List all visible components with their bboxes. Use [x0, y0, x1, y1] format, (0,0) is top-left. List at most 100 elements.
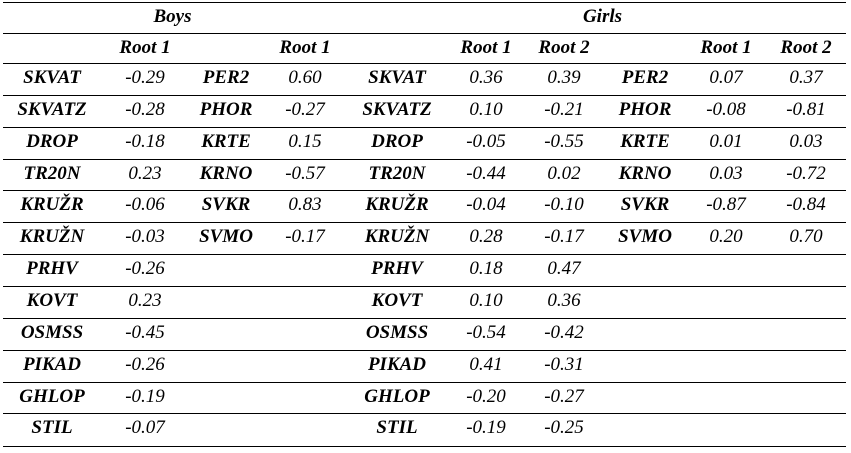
girls-a-root2-value-cell: -0.27 [544, 385, 584, 407]
boys-root1-b-value-cell: -0.57 [285, 162, 325, 184]
girls-b-root1-value-cell: 0.03 [709, 162, 743, 184]
boys-variable-b-cell [188, 285, 264, 317]
boys-root1-b-value-cell: 0.15 [288, 130, 322, 152]
girls-b-root1-value-cell: -0.08 [706, 98, 746, 120]
girls-variable-cell: OSMSS [365, 321, 429, 343]
girls-variable-cell: STIL [376, 417, 418, 439]
col-header-boys-root1-a: Root 1 [119, 37, 171, 58]
girls-a-root1-value-cell: 0.10 [469, 98, 503, 120]
girls-a-root1-value-cell: 0.18 [469, 258, 503, 280]
girls-b-root1-value-cell [690, 412, 762, 444]
boys-variable-b-cell: SVKR [201, 194, 251, 216]
boys-variable-cell: PRHV [26, 258, 78, 280]
girls-b-root1-value-cell: 0.20 [709, 226, 743, 248]
boys-variable-b-cell [188, 412, 264, 444]
girls-a-root2-value-cell: -0.55 [544, 130, 584, 152]
girls-a-root1-value-cell: -0.20 [466, 385, 506, 407]
girls-a-root2-value-cell: -0.31 [544, 353, 584, 375]
row-divider [3, 318, 846, 319]
girls-a-root2-value-cell: -0.10 [544, 194, 584, 216]
boys-variable-cell: SKVATZ [17, 98, 87, 120]
girls-variable-b-cell [605, 285, 685, 317]
girls-variable-cell: KOVT [371, 289, 423, 311]
girls-a-root1-value-cell: -0.04 [466, 194, 506, 216]
row-divider [3, 159, 846, 160]
girls-b-root2-value-cell [770, 253, 842, 285]
rule-column-header [3, 63, 846, 64]
group-header-girls: Girls [582, 6, 623, 27]
boys-root1-b-value-cell: 0.60 [288, 67, 322, 88]
girls-b-root1-value-cell: 0.07 [709, 67, 743, 88]
rule-top [3, 2, 846, 3]
girls-b-root2-value-cell [770, 349, 842, 381]
boys-variable-b-cell: KRNO [199, 162, 253, 184]
boys-variable-b-cell: PHOR [199, 98, 253, 120]
girls-a-root1-value-cell: 0.28 [469, 226, 503, 248]
girls-variable-cell: KRUŽR [365, 194, 429, 216]
boys-variable-cell: KRUŽR [20, 194, 84, 216]
girls-b-root1-value-cell [690, 317, 762, 349]
col-header-girls-b-root2: Root 2 [780, 37, 832, 58]
girls-a-root2-value-cell: 0.02 [547, 162, 581, 184]
boys-root1-a-value-cell: 0.23 [128, 162, 162, 184]
col-header-girls-b-root1: Root 1 [700, 37, 752, 58]
boys-root1-a-value-cell: -0.26 [125, 258, 165, 280]
boys-root1-a-value-cell: -0.29 [125, 67, 165, 88]
girls-b-root2-value-cell [770, 317, 842, 349]
boys-root1-a-value-cell: -0.07 [125, 417, 165, 439]
boys-root1-b-value-cell: 0.83 [288, 194, 322, 216]
row-divider [3, 190, 846, 191]
rule-group-header [3, 33, 846, 34]
girls-b-root2-value-cell [770, 412, 842, 444]
boys-root1-b-value-cell: -0.27 [285, 98, 325, 120]
col-header-girls-a-root2: Root 2 [538, 37, 590, 58]
girls-variable-b-cell [605, 317, 685, 349]
girls-variable-b-cell: KRTE [620, 130, 670, 152]
boys-variable-cell: KRUŽN [19, 226, 85, 248]
girls-a-root1-value-cell: -0.44 [466, 162, 506, 184]
boys-root1-a-value-cell: -0.03 [125, 226, 165, 248]
girls-variable-b-cell: KRNO [618, 162, 672, 184]
girls-b-root2-value-cell [770, 381, 842, 413]
girls-b-root1-value-cell: -0.87 [706, 194, 746, 216]
boys-root1-a-value-cell: -0.19 [125, 385, 165, 407]
girls-a-root2-value-cell: -0.21 [544, 98, 584, 120]
girls-a-root1-value-cell: 0.10 [469, 289, 503, 311]
girls-a-root1-value-cell: 0.36 [469, 67, 503, 88]
girls-variable-cell: SKVATZ [362, 98, 432, 120]
boys-root1-a-value-cell: -0.45 [125, 321, 165, 343]
girls-variable-cell: PIKAD [367, 353, 427, 375]
girls-a-root1-value-cell: -0.05 [466, 130, 506, 152]
girls-variable-cell: PRHV [371, 258, 423, 280]
girls-variable-b-cell [605, 412, 685, 444]
girls-a-root1-value-cell: 0.41 [469, 353, 503, 375]
girls-b-root2-value-cell: -0.81 [786, 98, 826, 120]
girls-a-root2-value-cell: -0.25 [544, 417, 584, 439]
girls-variable-b-cell: PHOR [618, 98, 672, 120]
boys-variable-cell: SKVAT [23, 67, 81, 88]
boys-variable-cell: STIL [31, 417, 73, 439]
girls-variable-cell: KRUŽN [364, 226, 430, 248]
girls-a-root2-value-cell: -0.42 [544, 321, 584, 343]
girls-b-root2-value-cell: -0.72 [786, 162, 826, 184]
girls-variable-cell: TR20N [368, 162, 426, 184]
girls-a-root2-value-cell: 0.39 [547, 67, 581, 88]
boys-root1-b-value-cell [270, 381, 340, 413]
col-header-girls-a-root1: Root 1 [460, 37, 512, 58]
girls-a-root1-value-cell: -0.19 [466, 417, 506, 439]
row-divider [3, 254, 846, 255]
boys-root1-b-value-cell [270, 253, 340, 285]
girls-a-root2-value-cell: 0.47 [547, 258, 581, 280]
boys-variable-b-cell: KRTE [201, 130, 251, 152]
boys-root1-b-value-cell [270, 285, 340, 317]
boys-variable-cell: OSMSS [20, 321, 84, 343]
row-divider [3, 222, 846, 223]
girls-a-root2-value-cell: -0.17 [544, 226, 584, 248]
girls-variable-b-cell [605, 349, 685, 381]
boys-root1-a-value-cell: -0.28 [125, 98, 165, 120]
boys-variable-b-cell: PER2 [202, 67, 250, 88]
rule-bottom [3, 446, 846, 447]
girls-b-root2-value-cell: 0.70 [789, 226, 823, 248]
girls-a-root2-value-cell: 0.36 [547, 289, 581, 311]
boys-root1-b-value-cell [270, 349, 340, 381]
